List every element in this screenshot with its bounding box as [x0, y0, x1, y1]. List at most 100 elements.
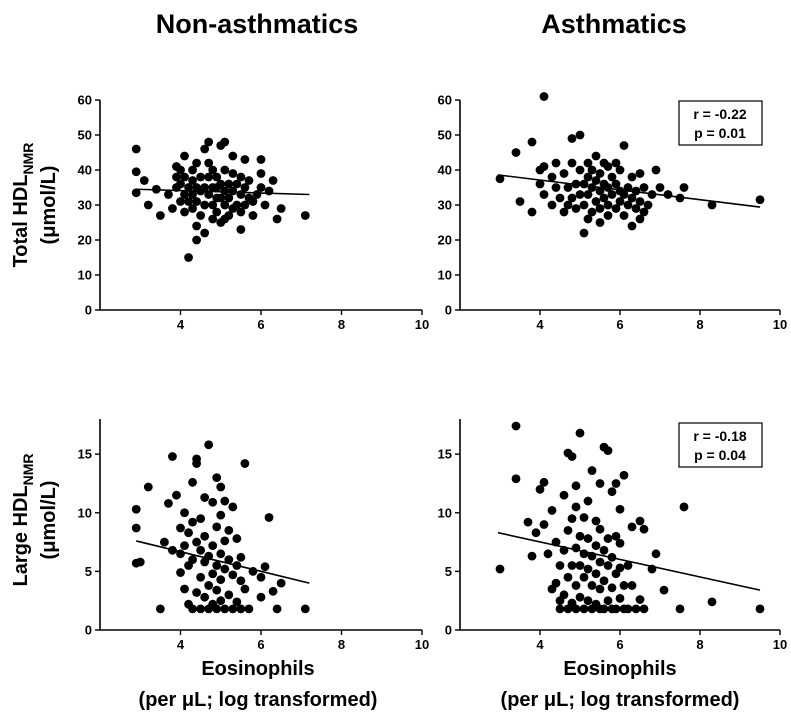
data-point [155, 211, 165, 220]
data-point [188, 517, 197, 527]
data-point [575, 561, 585, 570]
row-title-large-hdl-units: (μmol/L) [38, 481, 60, 560]
data-point [232, 597, 242, 607]
data-point [256, 155, 266, 164]
data-point [228, 186, 238, 196]
data-point [188, 176, 197, 185]
data-point [563, 572, 573, 582]
data-point [587, 207, 597, 217]
data-point [232, 179, 242, 189]
data-point [495, 174, 505, 184]
data-point [611, 158, 621, 168]
data-point [300, 604, 310, 614]
data-point [567, 134, 577, 143]
data-point [200, 183, 210, 192]
data-point [176, 179, 185, 189]
data-point [603, 534, 613, 543]
data-point [611, 604, 621, 614]
data-point [236, 576, 246, 586]
y-tick-label: 10 [438, 505, 452, 520]
y-tick-label: 5 [445, 564, 452, 579]
data-point [643, 200, 653, 210]
data-point [256, 169, 266, 178]
regression-line [497, 531, 761, 591]
data-point [579, 513, 589, 522]
data-point [176, 165, 185, 175]
data-point [232, 534, 242, 543]
y-tick-label: 40 [438, 163, 452, 178]
data-point [619, 470, 629, 480]
data-point [571, 204, 581, 213]
data-point [567, 158, 577, 168]
data-point [587, 165, 597, 175]
data-point [531, 528, 541, 538]
data-point [216, 575, 226, 584]
data-point [216, 510, 226, 520]
data-point [583, 190, 593, 199]
data-point [583, 496, 593, 506]
data-point [224, 555, 234, 565]
data-point [603, 211, 613, 220]
xlabel-right-line1: Eosinophils [563, 658, 676, 680]
data-point [212, 473, 222, 483]
x-tick-label: 4 [177, 317, 185, 332]
x-tick-label: 10 [773, 637, 787, 652]
x-tick-label: 4 [177, 637, 185, 652]
data-point [603, 446, 613, 456]
data-point [200, 228, 210, 238]
data-point [272, 604, 282, 614]
data-point [635, 197, 645, 206]
y-tick-label: 15 [438, 447, 452, 462]
data-point [627, 172, 637, 182]
data-point [559, 490, 569, 500]
data-point [635, 595, 645, 604]
data-point [619, 211, 629, 220]
data-point [579, 572, 589, 582]
data-point [571, 581, 581, 590]
data-point [587, 183, 597, 192]
data-point [196, 572, 206, 582]
data-point [196, 172, 206, 182]
data-point [619, 141, 629, 150]
y-tick-label: 20 [438, 233, 452, 248]
data-point [188, 204, 197, 213]
column-title-asthmatics: Asthmatics [541, 9, 687, 39]
data-point [208, 497, 218, 507]
data-point [599, 576, 609, 586]
y-tick-label: 50 [438, 128, 452, 143]
data-point [180, 541, 189, 550]
regression-line [497, 174, 761, 208]
data-point [204, 172, 214, 182]
data-point [603, 183, 613, 192]
data-point [192, 459, 202, 468]
data-point [591, 569, 601, 579]
data-point [551, 183, 561, 192]
data-point [232, 200, 242, 210]
data-point [583, 596, 593, 606]
data-point [547, 172, 557, 182]
stat-p: p = 0.04 [694, 447, 746, 463]
data-point [208, 165, 218, 175]
y-tick-label: 5 [85, 564, 92, 579]
scatter-panel-1: 0 10 20 30 40 50 60 4 6 8 10 [78, 93, 430, 333]
data-point [627, 221, 637, 231]
data-point [276, 204, 286, 213]
data-point [172, 490, 181, 500]
data-point [200, 144, 210, 154]
data-point [603, 561, 613, 570]
data-point [551, 578, 561, 588]
data-point [240, 459, 250, 468]
data-point [579, 228, 589, 238]
y-tick-label: 50 [78, 128, 92, 143]
y-tick-label: 40 [78, 163, 92, 178]
data-point [527, 207, 537, 217]
data-point [623, 561, 633, 570]
data-point [139, 176, 149, 185]
data-point [131, 188, 141, 198]
row-title-total-hdl: Total HDLNMR [10, 143, 36, 268]
data-point [216, 596, 226, 606]
data-point [607, 583, 617, 593]
data-point [527, 551, 537, 561]
data-point [511, 421, 521, 431]
